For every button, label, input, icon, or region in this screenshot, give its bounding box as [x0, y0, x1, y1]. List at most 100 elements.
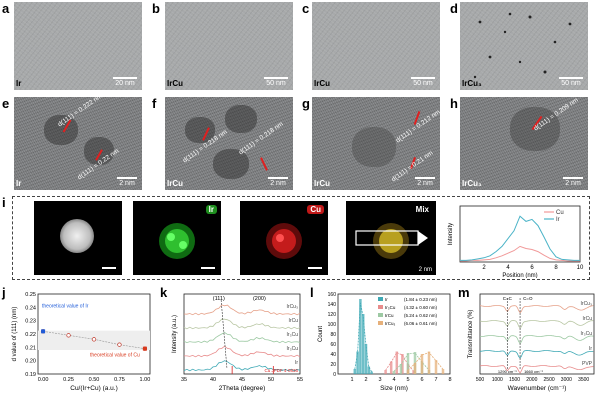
reference-label: Cu JPDF 4-0836 [264, 368, 298, 373]
histogram-bar [406, 370, 410, 374]
tick-label: 2 [364, 377, 367, 383]
histogram-bar [361, 314, 365, 374]
scale-bar: 20 nm [113, 77, 137, 87]
tick-label: 2000 [526, 377, 537, 383]
profile-line-cu [460, 245, 580, 262]
histogram-bar [389, 361, 393, 374]
tem-image-ir: Ir 20 nm [14, 2, 142, 90]
tem-image-ircu3: IrCu₃ 50 nm [460, 2, 588, 90]
data-point [91, 337, 97, 342]
legend-swatch [378, 305, 383, 309]
histogram-bar [427, 351, 431, 374]
legend-swatch [378, 313, 383, 317]
histogram-bar [395, 351, 399, 374]
peak-label-200: (200) [253, 296, 266, 302]
y-axis-label: Intensity [448, 223, 454, 245]
histogram-bar [406, 353, 410, 374]
legend-value: (6.06 ± 0.61 nm) [404, 321, 437, 326]
legend-label-ir: Ir [556, 217, 560, 223]
tick-label: 500 [476, 377, 485, 383]
tick-label: 3000 [561, 377, 572, 383]
lattice-marker [260, 157, 268, 171]
panel-label-k: k [160, 285, 168, 300]
histogram-bar [353, 369, 357, 374]
scale-bar: 50 nm [559, 77, 583, 87]
xrd-curve [183, 332, 301, 344]
tick-label: 0.21 [25, 345, 36, 351]
tick-label: 4 [392, 377, 395, 383]
histogram-bar [370, 371, 373, 374]
panel-label-a: a [2, 1, 10, 16]
scale-bar: 2 nm [415, 177, 435, 187]
band-label: C=O [523, 296, 533, 301]
tick-label: 8 [448, 377, 451, 383]
histogram-bar [413, 363, 417, 374]
legend-value: (4.32 ± 0.60 nm) [404, 305, 437, 310]
cu-map: Cu [240, 201, 328, 275]
mix-map-dots [355, 223, 428, 259]
sample-label: IrCu₃ [462, 79, 482, 88]
nanoparticle-dots [473, 12, 572, 79]
theoretical-ir-marker [41, 329, 46, 334]
panel-label-g: g [302, 96, 310, 111]
series-label: Ir [589, 346, 592, 352]
hrtem-image-ircu-g: d(111) = 0.212 nm d(111) = 0.21 nm IrCu … [312, 97, 440, 190]
theoretical-cu-marker [142, 346, 147, 351]
sample-label: IrCu [314, 179, 330, 188]
tick-label: 7 [434, 377, 437, 383]
panel-label-c: c [302, 1, 310, 16]
tick-label: 5 [406, 377, 409, 383]
panel-label-h: h [450, 96, 458, 111]
y-axis-label: Count [318, 326, 324, 342]
y-axis-label: Intensity (a.u.) [172, 315, 178, 353]
sample-label: Ir [16, 79, 22, 88]
histogram-bar [420, 354, 424, 374]
tick-label: 0 [333, 372, 336, 378]
tick-label: 0.24 [25, 305, 36, 311]
distribution-fit [385, 352, 414, 372]
y-axis-label: Transmittance (%) [468, 310, 474, 359]
ftir-chart: IrCu₃ IrCu Ir₃Cu Ir PVP C=C C=O 1290 cm⁻¹ 1660 c… [468, 293, 595, 392]
legend-swatch [378, 321, 383, 325]
histogram-bar [401, 354, 404, 374]
ftir-curve [479, 320, 594, 329]
cu-map-dots [266, 223, 302, 259]
annotation-cu: theoretical value of Cu [90, 353, 140, 359]
d-value-chart: 0.19 0.20 0.21 0.22 0.23 0.24 0.25 0.00 0.25 0.50… [12, 292, 151, 392]
peak-label-111: (111) [213, 296, 225, 302]
tick-label: 0.25 [25, 292, 36, 298]
xrd-curve [184, 345, 301, 358]
sample-label: IrCu [167, 179, 183, 188]
histogram-bar [412, 371, 415, 374]
hrtem-image-ir: d(111) = 0.222 nm d(111) = 0.22 nm Ir 2 … [14, 97, 142, 190]
series-label: IrCu₃ [287, 304, 298, 310]
x-axis-label: Cu/(Ir+Cu) (a.u.) [70, 385, 118, 392]
tick-label: 55 [297, 377, 303, 383]
tick-label: 4 [506, 265, 510, 271]
x-axis-label: Position (nm) [502, 273, 537, 278]
legend-label-cu: Cu [556, 210, 564, 216]
histogram-bar [434, 360, 438, 374]
tick-label: 3500 [578, 377, 589, 383]
band-label: C=C [503, 296, 513, 301]
legend-label: IrCu₃ [385, 321, 396, 326]
annotation-ir: theoretical value of Ir [42, 303, 89, 309]
histogram-bar [392, 371, 396, 374]
ftir-curve [479, 305, 594, 314]
xrd-curve [183, 304, 301, 316]
element-tag-ir: Ir [205, 205, 217, 214]
tick-label: 6 [420, 377, 423, 383]
tick-label: 0.22 [25, 332, 36, 338]
tick-label: 2500 [544, 377, 555, 383]
data-point [117, 342, 122, 347]
ftir-curve [479, 350, 594, 359]
x-axis-label: Wavenumber (cm⁻¹) [508, 385, 567, 392]
xrd-curve [183, 360, 301, 372]
legend-value: (1.84 ± 0.23 nm) [404, 297, 437, 302]
tick-label: 160 [328, 292, 337, 298]
series-label: IrCu [289, 318, 299, 324]
series-label: Ir₃Cu [287, 332, 299, 338]
element-tag-cu: Cu [307, 205, 324, 214]
tick-label: 1500 [509, 377, 520, 383]
